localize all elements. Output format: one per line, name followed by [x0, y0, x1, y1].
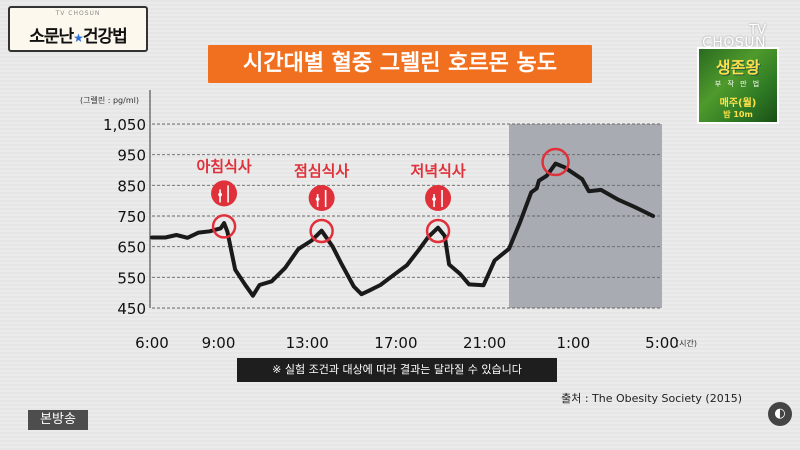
source-citation: 출처 : The Obesity Society (2015)	[561, 392, 742, 405]
disclaimer-note: ※ 실험 조건과 대상에 따라 결과는 달라질 수 있습니다	[237, 358, 557, 382]
show-promo-time: 밤 10m	[723, 110, 753, 119]
ghrelin-series-line	[150, 161, 656, 298]
channel-logo-line1: TV	[749, 23, 766, 38]
channel-logo-line2: CHOSUN	[702, 35, 766, 51]
logo-title-right: 건강법	[82, 27, 128, 47]
meal-peak-marker	[211, 214, 237, 239]
x-tick-label: 9:00	[202, 334, 236, 352]
meal-label: 아침식사	[196, 157, 251, 175]
y-tick-label: 650	[117, 239, 146, 257]
x-tick-label: 6:00	[135, 334, 169, 352]
meal-peak-marker	[309, 218, 334, 244]
show-promo-title: 생존왕	[715, 58, 761, 77]
x-tick-label: 5:00	[645, 334, 679, 352]
meal-icon-circle	[211, 180, 238, 207]
meal-label: 점심식사	[294, 162, 349, 180]
x-tick-label: 1:00	[556, 334, 590, 352]
x-tick-label: 13:00	[286, 334, 329, 352]
meal-icon-circle	[425, 185, 452, 212]
y-tick-label: 1,050	[103, 116, 146, 134]
show-promo-badge: 생존왕 부 작 만 법 매주(월) 밤 10m	[697, 47, 779, 124]
logo-subtitle: TV CHOSUN	[55, 10, 101, 17]
x-tick-label: 21:00	[463, 334, 506, 352]
show-logo: TV CHOSUN 소문난★건강법	[8, 6, 148, 52]
y-tick-label: 450	[117, 300, 146, 318]
star-icon: ★	[73, 31, 84, 45]
y-tick-label: 750	[117, 208, 146, 226]
show-promo-schedule: 매주(월)	[719, 98, 757, 109]
night-peak-marker	[541, 147, 570, 177]
corner-icon: ◐	[768, 402, 792, 426]
x-tick-label: 17:00	[374, 334, 417, 352]
logo-title-left: 소문난	[29, 27, 74, 47]
meal-icon-circle	[308, 185, 335, 212]
meal-peak-marker	[425, 218, 451, 244]
x-axis-label: (시간)	[676, 338, 697, 348]
show-promo-subtitle: 부 작 만 법	[714, 80, 762, 88]
channel-logo: TV CHOSUN	[702, 24, 766, 50]
page-title: 시간대별 혈중 그렐린 호르몬 농도	[208, 45, 592, 83]
y-axis-label: (그렐린 : pg/ml)	[80, 95, 139, 105]
meal-label: 저녁식사	[410, 162, 465, 180]
y-tick-label: 550	[117, 269, 146, 287]
y-tick-label: 950	[117, 147, 146, 165]
broadcast-tag: 본방송	[28, 410, 88, 430]
logo-title: 소문난★건강법	[10, 22, 146, 47]
y-tick-label: 850	[117, 177, 146, 195]
